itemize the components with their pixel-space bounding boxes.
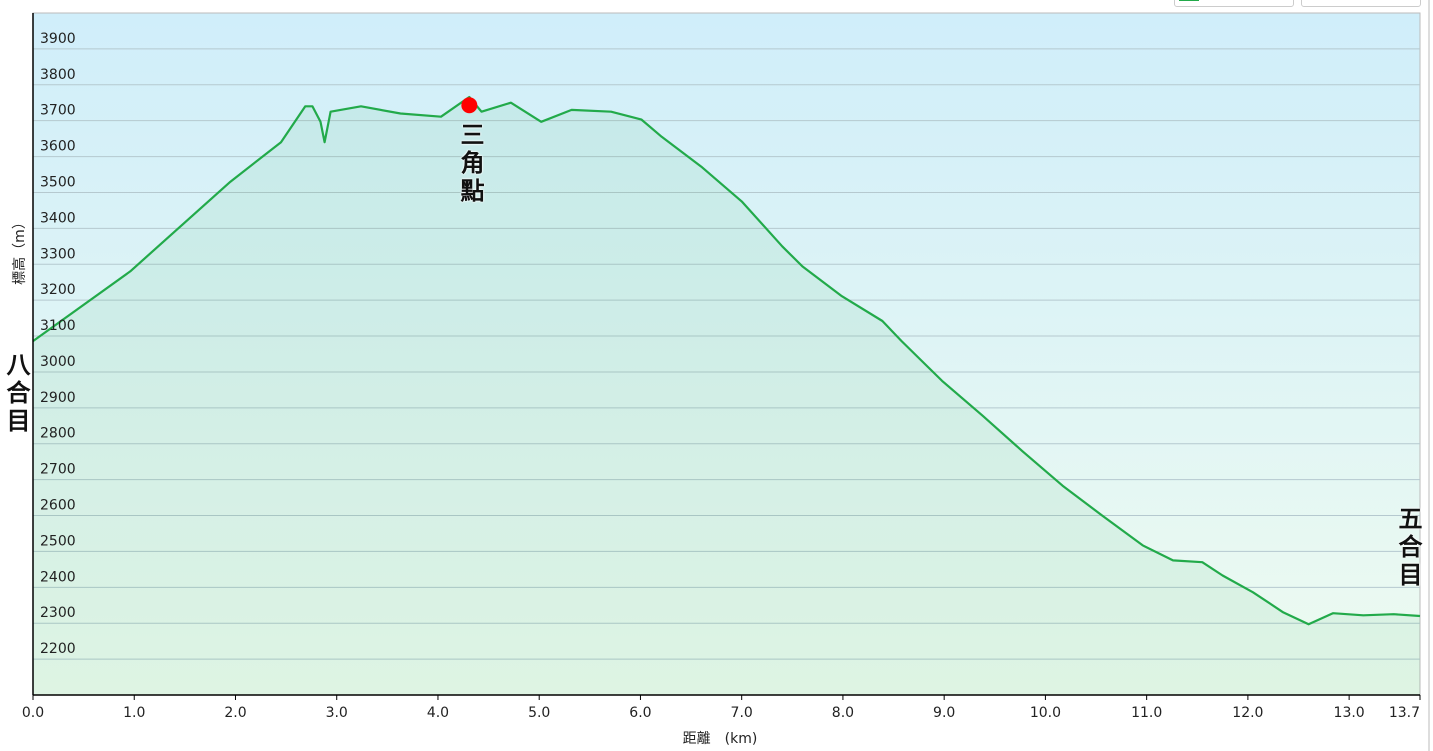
y-tick-label: 2800 [40, 426, 76, 442]
x-tick-label: 10.0 [1030, 705, 1061, 721]
y-tick-label: 2400 [40, 569, 76, 585]
legend-item-2[interactable] [1301, 0, 1421, 7]
x-tick-label: 8.0 [832, 705, 854, 721]
elevation-line [32, 95, 1421, 626]
plot-background [32, 12, 1421, 696]
x-tick-label: 2.0 [224, 705, 246, 721]
axes: 2200 2300 2400 2500 2600 2700 2800 2900 3000 3100… [22, 13, 1421, 721]
x-tick-label: 7.0 [731, 705, 753, 721]
summit-marker[interactable] [461, 97, 478, 114]
y-tick-label: 3000 [40, 354, 76, 370]
y-tick-label: 3400 [40, 210, 76, 226]
y-tick-label: 3500 [40, 174, 76, 190]
y-tick-label: 3700 [40, 103, 76, 119]
y-tick-label: 2200 [40, 641, 76, 657]
y-tick-label: 3600 [40, 139, 76, 155]
y-tick-label: 3900 [40, 31, 76, 47]
x-tick-label: 4.0 [427, 705, 449, 721]
x-tick-label: 5.0 [528, 705, 550, 721]
y-tick-label: 2300 [40, 605, 76, 621]
legend-item-elevation[interactable] [1174, 0, 1294, 7]
x-tick-label: 3.0 [326, 705, 348, 721]
y-tick-label: 3200 [40, 282, 76, 298]
x-tick-label: 11.0 [1131, 705, 1162, 721]
y-axis-title: 標高（m） [11, 215, 28, 285]
legend-swatch [1179, 0, 1199, 1]
x-axis-title: 距離 (km) [683, 730, 758, 747]
y-tick-label: 2600 [40, 498, 76, 514]
scrollbar-edge [1428, 0, 1430, 751]
x-tick-label: 0.0 [22, 705, 44, 721]
x-tick-label: 9.0 [933, 705, 955, 721]
annotation-triangulation-point: 三角點 [456, 122, 485, 206]
x-tick-label: 13.7 [1389, 705, 1420, 721]
y-tick-label: 2700 [40, 462, 76, 478]
y-tick-label: 2900 [40, 390, 76, 406]
elevation-area [33, 97, 1420, 695]
annotation-gogome: 五合目 [1394, 506, 1423, 590]
y-tick-label: 3100 [40, 318, 76, 334]
x-tick-label: 1.0 [123, 705, 145, 721]
x-tick-label: 13.0 [1334, 705, 1365, 721]
annotation-hachigome: 八合目 [2, 352, 31, 436]
y-tick-label: 2500 [40, 533, 76, 549]
y-tick-label: 3800 [40, 67, 76, 83]
x-tick-label: 12.0 [1232, 705, 1263, 721]
y-tick-label: 3300 [40, 246, 76, 262]
x-tick-label: 6.0 [629, 705, 651, 721]
